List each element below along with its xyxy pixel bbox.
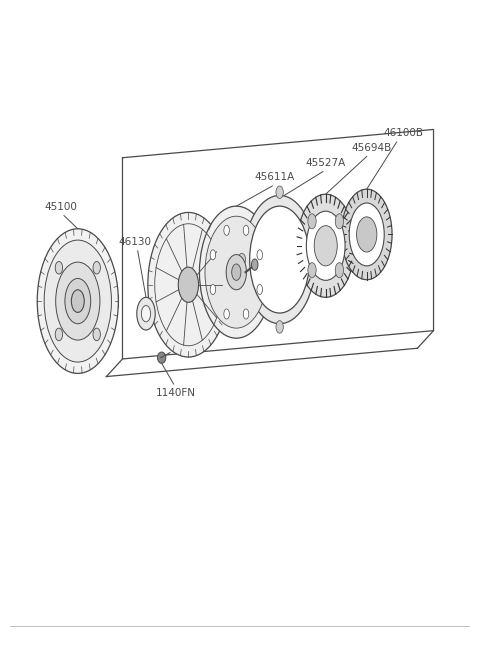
Ellipse shape [341,189,392,280]
Ellipse shape [306,211,345,280]
Ellipse shape [250,206,310,313]
Ellipse shape [232,264,241,280]
Ellipse shape [243,225,249,235]
Ellipse shape [178,267,199,303]
Ellipse shape [137,297,155,330]
Ellipse shape [37,229,119,373]
Ellipse shape [44,240,111,362]
Text: 45611A: 45611A [254,172,294,182]
Ellipse shape [252,259,258,271]
Ellipse shape [226,255,246,290]
Ellipse shape [55,328,62,341]
Ellipse shape [93,328,100,341]
Ellipse shape [335,214,344,229]
Ellipse shape [142,305,151,322]
Ellipse shape [56,262,100,340]
Ellipse shape [314,253,321,266]
Ellipse shape [244,195,315,324]
Text: 45527A: 45527A [305,158,346,168]
Text: 45100: 45100 [45,202,78,212]
Ellipse shape [224,225,229,235]
Ellipse shape [308,263,316,278]
Ellipse shape [224,309,229,319]
Ellipse shape [93,261,100,274]
Ellipse shape [314,225,337,266]
Ellipse shape [243,309,249,319]
Ellipse shape [257,284,263,295]
Ellipse shape [238,253,246,266]
Ellipse shape [276,186,283,198]
Ellipse shape [297,194,355,297]
Ellipse shape [55,261,62,274]
Ellipse shape [357,217,377,252]
Ellipse shape [210,284,216,295]
Text: 46130: 46130 [119,237,151,247]
Ellipse shape [148,212,229,357]
Ellipse shape [276,321,283,333]
Ellipse shape [72,290,84,312]
Ellipse shape [257,250,263,260]
Ellipse shape [157,352,166,364]
Ellipse shape [349,203,384,266]
Text: 46100B: 46100B [384,128,423,138]
Ellipse shape [308,214,316,229]
Ellipse shape [210,250,216,260]
Text: 1140FN: 1140FN [156,388,195,398]
Ellipse shape [205,216,268,328]
Text: 45694B: 45694B [351,143,392,153]
Ellipse shape [200,206,273,338]
Ellipse shape [335,263,344,278]
Ellipse shape [65,278,91,324]
